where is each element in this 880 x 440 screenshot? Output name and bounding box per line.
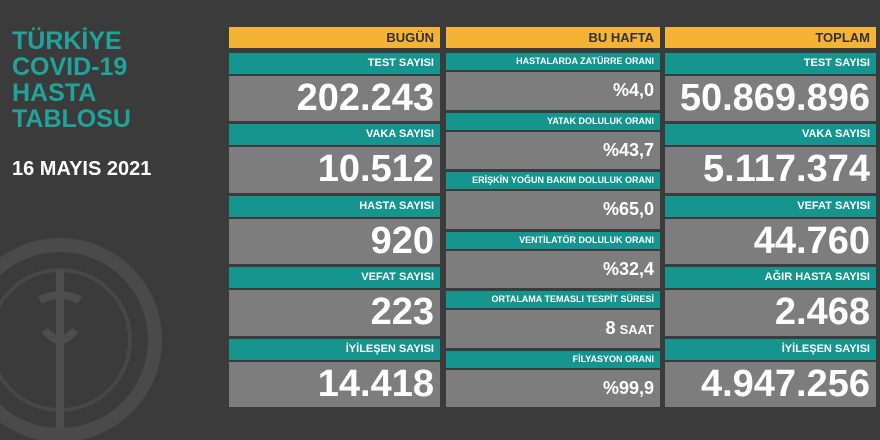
- stat-value: 44.760: [753, 219, 870, 262]
- stat-box: %43,7: [446, 131, 660, 169]
- stat-label: İYİLEŞEN SAYISI: [229, 338, 440, 360]
- stat-value: 10.512: [317, 148, 434, 191]
- stat-label: ERİŞKİN YOĞUN BAKIM DOLULUK ORANI: [446, 172, 660, 189]
- stat-label: AĞIR HASTA SAYISI: [665, 267, 876, 289]
- stat-box: 2.468: [665, 290, 876, 336]
- stat-box: %65,0: [446, 191, 660, 229]
- column-header: BU HAFTA: [446, 27, 660, 48]
- stat-value: 920: [370, 219, 434, 262]
- stat-label: ORTALAMA TEMASLI TESPİT SÜRESİ: [446, 291, 660, 308]
- stat-label: HASTA SAYISI: [229, 195, 440, 217]
- stat-label: İYİLEŞEN SAYISI: [665, 338, 876, 360]
- stat-value: 202.243: [296, 77, 434, 119]
- stat-value: %99,9: [602, 377, 654, 398]
- stat-label: VENTİLATÖR DOLULUK ORANI: [446, 231, 660, 249]
- stat-box: 920: [229, 218, 440, 265]
- stat-value: %43,7: [602, 139, 654, 160]
- stat-box: 10.512: [229, 147, 440, 193]
- stat-unit: SAAT: [619, 322, 654, 337]
- stat-label: YATAK DOLULUK ORANI: [446, 112, 660, 130]
- stat-box: 202.243: [229, 76, 440, 122]
- stat-value: 14.418: [317, 362, 434, 405]
- stat-box: 4.947.256: [665, 361, 876, 407]
- title-line: TABLOSU: [12, 105, 131, 133]
- stat-value: %4,0: [612, 80, 654, 100]
- column-header: BUGÜN: [229, 27, 440, 48]
- stat-label: HASTALARDA ZATÜRRE ORANI: [446, 53, 660, 70]
- title-line: COVID-19: [12, 53, 128, 81]
- stat-box: %4,0: [446, 72, 660, 110]
- stat-value: 223: [370, 291, 434, 334]
- stat-box: 50.869.896: [665, 76, 876, 122]
- stat-value: 2.468: [774, 291, 870, 334]
- stat-box: 14.418: [229, 361, 440, 407]
- date: 16 MAYIS 2021: [12, 158, 152, 180]
- stat-label: VEFAT SAYISI: [229, 267, 440, 289]
- stat-label: VAKA SAYISI: [665, 124, 876, 146]
- stat-value: 50.869.896: [679, 77, 870, 119]
- stat-label: TEST SAYISI: [229, 53, 440, 74]
- stat-box: 8 SAAT: [446, 310, 660, 348]
- stat-box: 44.760: [665, 218, 876, 265]
- title-line: HASTA: [12, 79, 97, 107]
- stat-box: 223: [229, 290, 440, 336]
- stat-label: VEFAT SAYISI: [665, 195, 876, 217]
- stat-label: FİLYASYON ORANI: [446, 350, 660, 368]
- column-header: TOPLAM: [665, 27, 876, 48]
- stat-value: 5.117.374: [703, 148, 870, 191]
- stat-label: VAKA SAYISI: [229, 124, 440, 146]
- stat-value: 8: [605, 318, 616, 338]
- title: TÜRKİYE COVID-19 HASTA TABLOSU: [12, 28, 131, 132]
- stat-box: %32,4: [446, 250, 660, 288]
- stat-box: %99,9: [446, 369, 660, 407]
- stat-box: 5.117.374: [665, 147, 876, 193]
- emblem: [0, 238, 162, 440]
- stat-value: %65,0: [602, 199, 654, 219]
- stat-value: %32,4: [602, 258, 654, 279]
- stat-value: 4.947.256: [700, 362, 870, 405]
- stat-label: TEST SAYISI: [665, 53, 876, 74]
- title-line: TÜRKİYE: [12, 27, 122, 55]
